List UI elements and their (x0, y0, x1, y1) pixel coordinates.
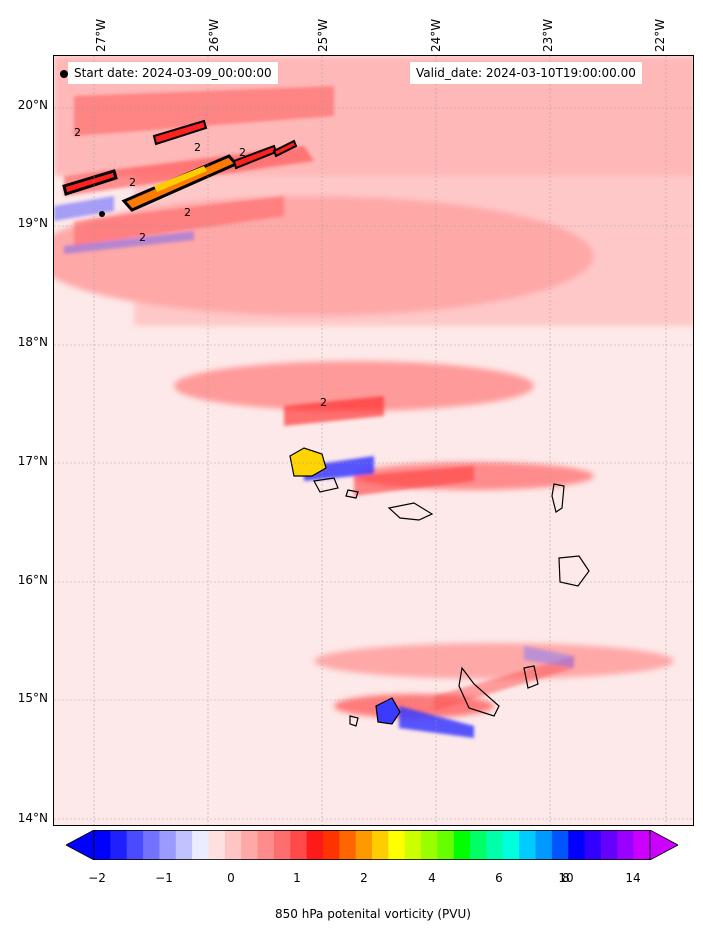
colorbar-segment (404, 830, 422, 860)
island-santa-luzia (345, 489, 359, 499)
island-sao-nicolau (387, 502, 434, 521)
contour-label: 2 (320, 396, 327, 409)
island-sao-vicente (313, 477, 339, 493)
lat-label: 15°N (17, 691, 48, 705)
pv-field (54, 56, 693, 718)
island-outlines (289, 447, 590, 727)
colorbar-under-arrow (66, 830, 95, 860)
positive-streak (174, 361, 534, 411)
colorbar-segment (94, 830, 111, 860)
vorticity-map: 2 2 2 2 2 2 2 (54, 56, 693, 825)
lon-label: 25°W (316, 18, 330, 52)
colorbar-segment (388, 830, 406, 860)
gridlines (54, 56, 693, 825)
colorbar-segment (437, 830, 455, 860)
colorbar-segment (339, 830, 357, 860)
lon-label: 27°W (94, 18, 108, 52)
colorbar-tick-label: 10 (558, 871, 574, 885)
colorbar-tick-label: 8 (562, 871, 570, 885)
colorbar-segment (306, 830, 324, 860)
colorbar-segment (110, 830, 128, 860)
colorbar-tick-label: 1 (293, 871, 301, 885)
lat-label: 19°N (17, 216, 48, 230)
colorbar-segment (241, 830, 259, 860)
colorbar-segment (290, 830, 308, 860)
contour-label: 2 (239, 146, 246, 159)
colorbar-segment (273, 830, 291, 860)
colorbar-segment (224, 830, 242, 860)
island-boa-vista (558, 555, 590, 587)
positive-streak-3 (314, 643, 674, 679)
island-sal (551, 483, 565, 513)
colorbar-tick-label: −2 (88, 871, 106, 885)
island-fogo (375, 697, 401, 725)
colorbar-segment (372, 830, 389, 860)
pv-streaks (54, 86, 574, 738)
colorbar-segment (453, 830, 471, 860)
contour-label: 2 (194, 141, 201, 154)
lon-label: 23°W (541, 18, 555, 52)
lat-label: 16°N (17, 573, 48, 587)
colorbar-segment (486, 830, 504, 860)
colorbar-segment (421, 830, 438, 860)
start-date-label: Start date: 2024-03-09_00:00:00 (68, 62, 278, 84)
colorbar-tick-label: 0 (227, 871, 235, 885)
colorbar-segment (355, 830, 373, 860)
lon-label: 22°W (653, 18, 667, 52)
contour-label: 2 (184, 206, 191, 219)
colorbar (66, 830, 678, 860)
valid-date-label: Valid_date: 2024-03-10T19:00:00.00 (410, 62, 642, 84)
colorbar-strip (66, 830, 678, 860)
colorbar-border (93, 830, 651, 860)
colorbar-over-arrow (649, 830, 678, 860)
colorbar-segment (502, 830, 520, 860)
colorbar-segment (519, 830, 537, 860)
colorbar-segment (159, 830, 177, 860)
colorbar-title: 850 hPa potenital vorticity (PVU) (275, 907, 471, 921)
colorbar-segment (143, 830, 160, 860)
island-brava (349, 715, 359, 727)
colorbar-segment (126, 830, 144, 860)
lon-label: 26°W (207, 18, 221, 52)
colorbar-segment (535, 830, 553, 860)
colorbar-tick-label: 2 (360, 871, 368, 885)
contour-label: 2 (129, 176, 136, 189)
colorbar-segment (257, 830, 275, 860)
colorbar-segment (322, 830, 340, 860)
lat-label: 14°N (17, 811, 48, 825)
colorbar-tick-label: 4 (428, 871, 436, 885)
colorbar-tick-label: 6 (495, 871, 503, 885)
lat-label: 17°N (17, 454, 48, 468)
lat-label: 20°N (17, 98, 48, 112)
island-santiago (458, 666, 500, 717)
colorbar-segment (600, 830, 618, 860)
contour-labels: 2 2 2 2 2 2 2 (74, 126, 327, 409)
contour-label: 2 (139, 231, 146, 244)
colorbar-segment (584, 830, 602, 860)
colorbar-segment (633, 830, 651, 860)
map-panel: 2 2 2 2 2 2 2 (53, 55, 694, 826)
island-maio (523, 665, 539, 689)
colorbar-tick-label: 14 (625, 871, 641, 885)
colorbar-segment (175, 830, 193, 860)
colorbar-segment (208, 830, 226, 860)
contour-label: 2 (74, 126, 81, 139)
colorbar-tick-label: −1 (155, 871, 173, 885)
island-santo-antao (289, 447, 327, 477)
colorbar-segment (470, 830, 487, 860)
colorbar-segment (568, 830, 586, 860)
colorbar-segment (551, 830, 569, 860)
colorbar-segment (617, 830, 635, 860)
lat-label: 18°N (17, 335, 48, 349)
lon-label: 24°W (429, 18, 443, 52)
colorbar-segment (192, 830, 209, 860)
